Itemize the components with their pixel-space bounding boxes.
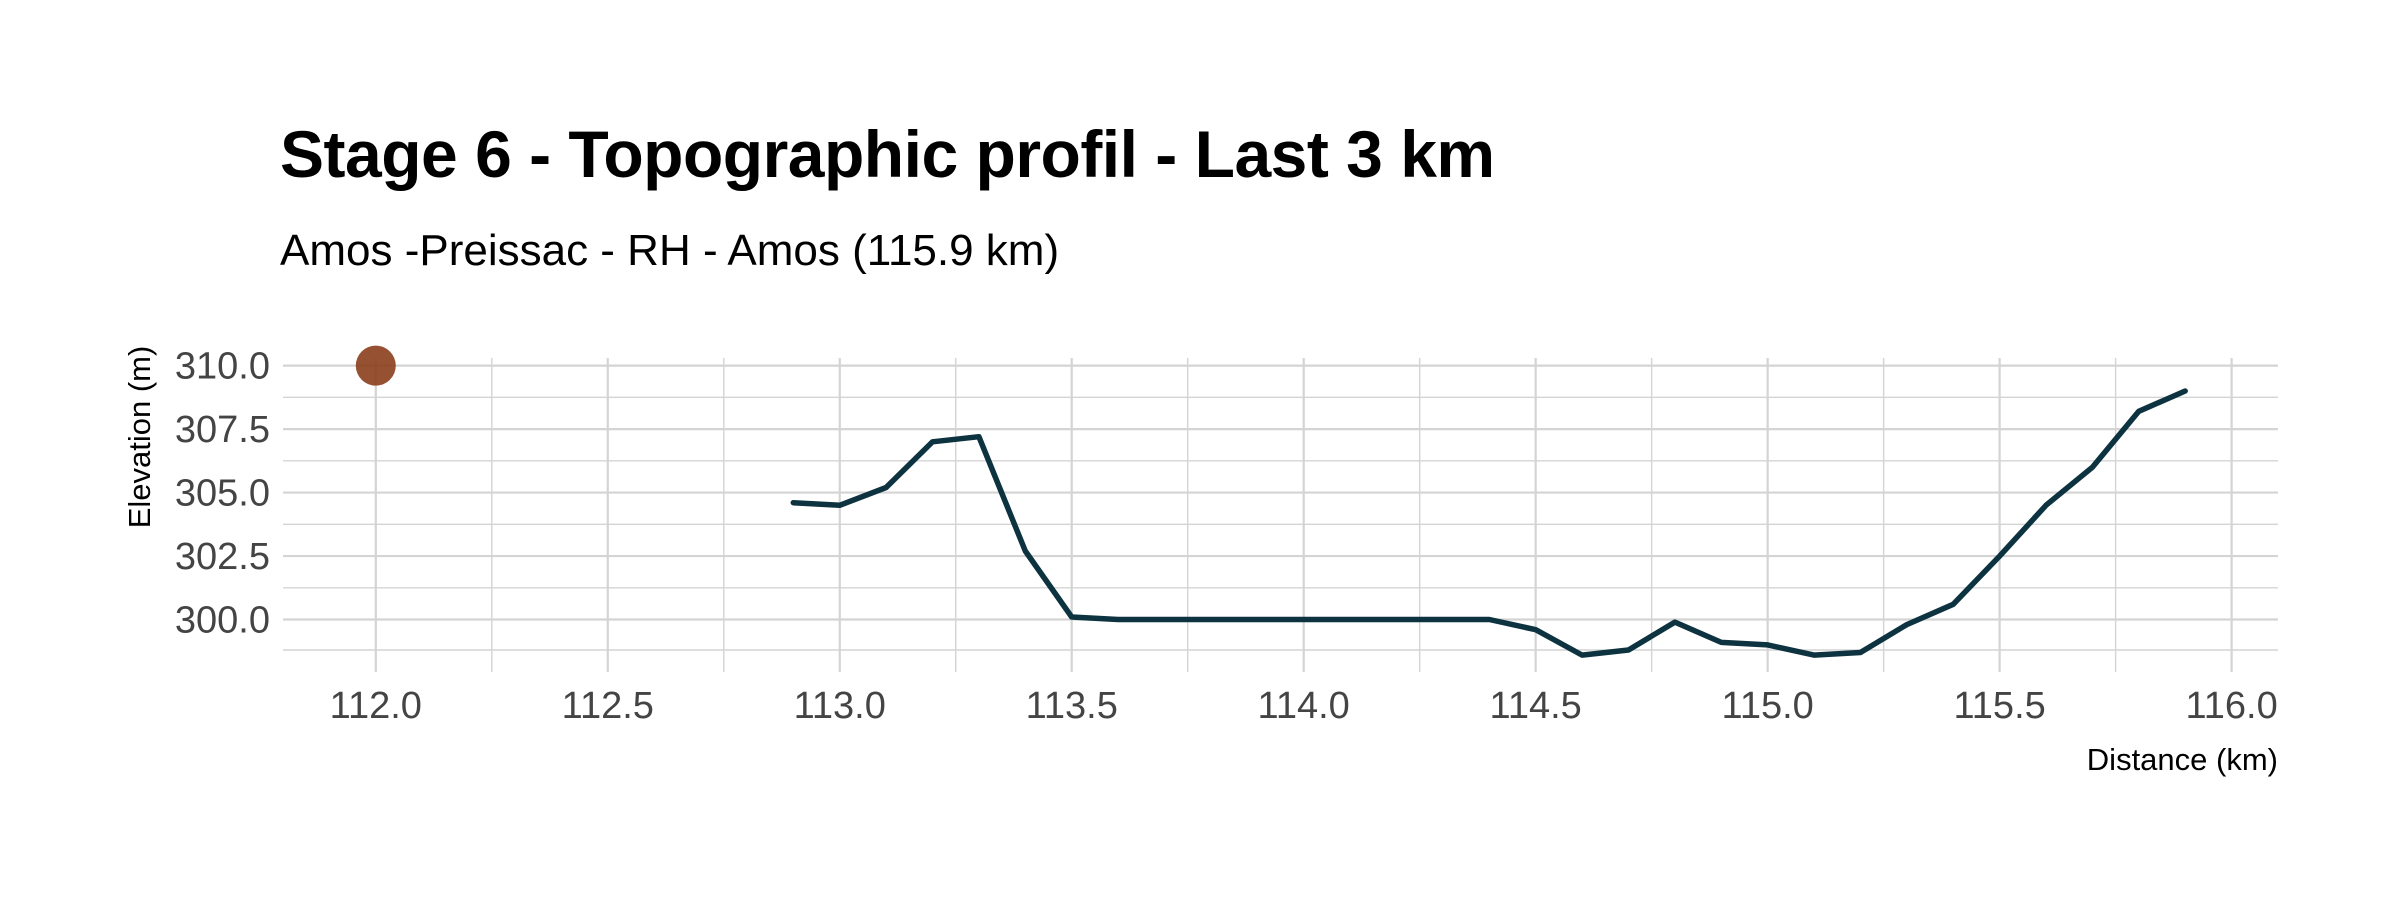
x-tick-label: 112.0 — [330, 685, 422, 727]
x-tick-label: 114.0 — [1258, 685, 1350, 727]
x-tick-label: 113.0 — [794, 685, 886, 727]
markers — [355, 345, 396, 386]
y-tick-label: 305.0 — [175, 473, 270, 515]
x-axis-label: Distance (km) — [2087, 742, 2278, 777]
x-tick-label: 115.5 — [1953, 685, 2045, 727]
y-axis-label: Elevation (m) — [122, 346, 157, 529]
x-tick-label: 115.0 — [1722, 685, 1814, 727]
y-tick-label: 307.5 — [175, 409, 270, 451]
chart-title: Stage 6 - Topographic profil - Last 3 km — [280, 117, 1495, 191]
chart-subtitle: Amos -Preissac - RH - Amos (115.9 km) — [280, 226, 1060, 275]
x-tick-label: 113.5 — [1026, 685, 1118, 727]
grid — [283, 358, 2278, 672]
x-tick-label: 116.0 — [2185, 685, 2277, 727]
tick-labels: 112.0 112.5 113.0 113.5 114.0 114.5 115.0 115.5… — [175, 346, 2278, 727]
series — [790, 388, 2188, 658]
elevation-line — [790, 388, 2188, 658]
y-tick-label: 300.0 — [175, 600, 270, 642]
marker-point — [355, 345, 396, 386]
y-tick-label: 302.5 — [175, 536, 270, 578]
y-tick-label: 310.0 — [175, 346, 270, 388]
x-tick-label: 114.5 — [1490, 685, 1582, 727]
x-tick-label: 112.5 — [562, 685, 654, 727]
